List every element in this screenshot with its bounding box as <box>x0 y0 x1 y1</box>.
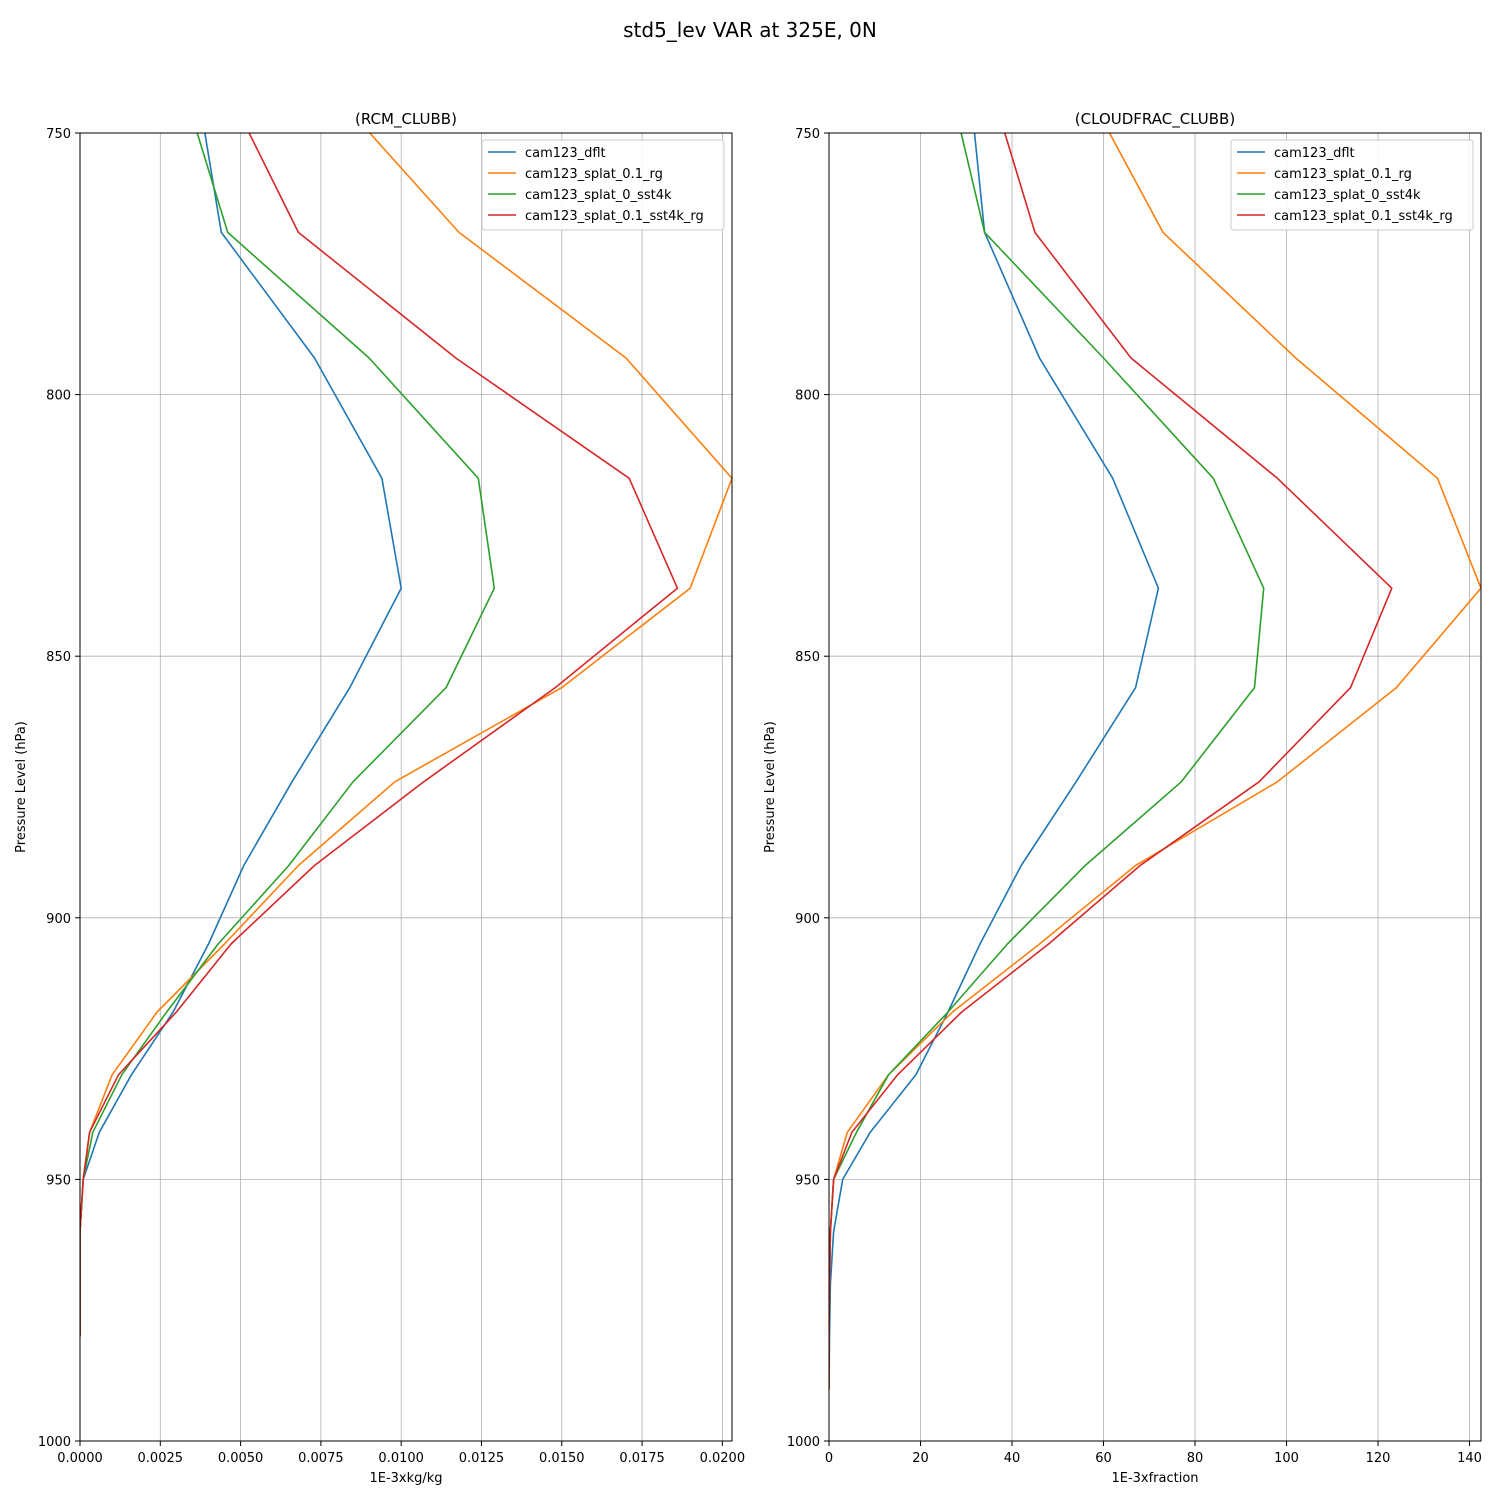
legend-label: cam123_dflt <box>525 146 606 161</box>
legend: cam123_dflt cam123_splat_0.1_rg cam123_spl… <box>1230 139 1474 231</box>
y-tick-label: 800 <box>46 389 71 404</box>
panel-title: (CLOUDFRAC_CLUBB) <box>1075 110 1235 129</box>
x-tick-label: 0 <box>825 1451 833 1466</box>
x-tick-label: 140 <box>1457 1451 1482 1466</box>
series-line-cam123_splat_0.1_rg <box>829 133 1481 1389</box>
axes-frame <box>828 132 1482 1442</box>
x-tick-label: 0.0125 <box>459 1451 505 1466</box>
x-axis-label: 1E-3xkg/kg <box>369 1471 442 1486</box>
legend-label: cam123_splat_0_sst4k <box>1274 188 1421 203</box>
y-axis-label: Pressure Level (hPa) <box>14 721 29 853</box>
series-line-cam123_splat_0.1_rg <box>80 133 732 1337</box>
series-line-cam123_splat_0.1_sst4k_rg <box>829 133 1393 1389</box>
y-tick-label: 900 <box>795 912 820 927</box>
x-tick-label: 60 <box>1095 1451 1112 1466</box>
y-tick-label: 850 <box>46 650 71 665</box>
x-tick-label: 120 <box>1366 1451 1391 1466</box>
legend: cam123_dflt cam123_splat_0.1_rg cam123_spl… <box>481 139 725 231</box>
x-tick-label: 0.0050 <box>218 1451 264 1466</box>
axes-frame <box>79 132 733 1442</box>
series-line-cam123_dflt <box>829 133 1160 1389</box>
legend-box <box>481 139 725 231</box>
y-tick-label: 850 <box>795 650 820 665</box>
x-axis-label: 1E-3xfraction <box>1111 1471 1198 1486</box>
x-tick-label: 0.0200 <box>700 1451 746 1466</box>
grid <box>79 132 732 1442</box>
grid <box>828 132 1481 1442</box>
y-tick-label: 900 <box>46 912 71 927</box>
legend-label: cam123_dflt <box>1274 146 1355 161</box>
legend-label: cam123_splat_0.1_rg <box>525 167 663 182</box>
legend-label: cam123_splat_0.1_sst4k_rg <box>525 209 704 224</box>
y-tick-label: 1000 <box>38 1435 71 1450</box>
legend-label: cam123_splat_0.1_sst4k_rg <box>1274 209 1453 224</box>
y-tick-label: 800 <box>795 389 820 404</box>
x-tick-label: 0.0175 <box>619 1451 665 1466</box>
series-line-cam123_splat_0.1_sst4k_rg <box>80 133 679 1337</box>
panel-cloudfrac-clubb: 0 20 40 60 80 100 120 140 750 800 850 900 950 1000 (CL… <box>763 110 1482 1486</box>
figure-title: std5_lev VAR at 325E, 0N <box>623 18 877 42</box>
legend-label: cam123_splat_0_sst4k <box>525 188 672 203</box>
x-tick-label: 0.0150 <box>539 1451 585 1466</box>
x-tick-label: 20 <box>912 1451 929 1466</box>
x-tick-label: 0.0025 <box>138 1451 184 1466</box>
y-tick-label: 950 <box>795 1173 820 1188</box>
series-lines <box>80 133 732 1337</box>
y-tick-label: 750 <box>795 127 820 142</box>
x-tick-label: 40 <box>1004 1451 1021 1466</box>
y-tick-label: 950 <box>46 1173 71 1188</box>
legend-label: cam123_splat_0.1_rg <box>1274 167 1412 182</box>
series-line-cam123_splat_0_sst4k <box>829 133 1265 1389</box>
series-lines <box>829 133 1481 1389</box>
legend-box <box>1230 139 1474 231</box>
panel-rcm-clubb: 0.0000 0.0025 0.0050 0.0075 0.0100 0.0125 0.01… <box>14 110 746 1486</box>
y-tick-label: 750 <box>46 127 71 142</box>
x-tick-label: 0.0075 <box>298 1451 344 1466</box>
x-tick-label: 100 <box>1274 1451 1299 1466</box>
x-tick-label: 0.0000 <box>57 1451 103 1466</box>
x-tick-label: 80 <box>1187 1451 1204 1466</box>
series-line-cam123_splat_0_sst4k <box>80 133 496 1337</box>
y-tick-label: 1000 <box>787 1435 820 1450</box>
panel-title: (RCM_CLUBB) <box>355 110 457 129</box>
x-tick-label: 0.0100 <box>378 1451 424 1466</box>
y-axis-label: Pressure Level (hPa) <box>763 721 778 853</box>
